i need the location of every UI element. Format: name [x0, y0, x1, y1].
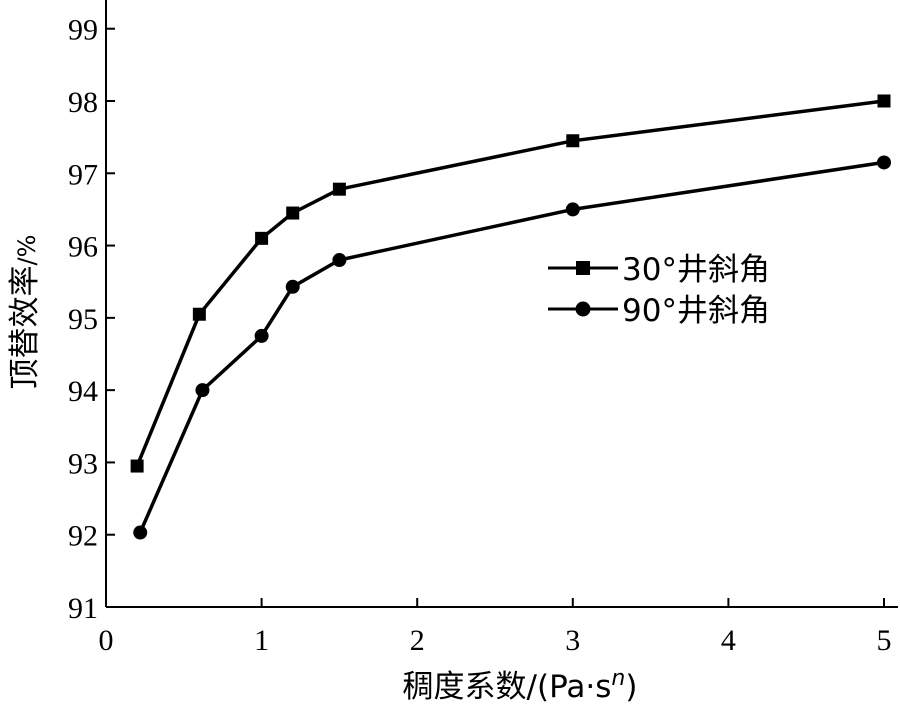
- x-ticks: 0 1 2 3 4 5: [99, 598, 892, 657]
- data-point-circle: [195, 383, 210, 398]
- series-1: [133, 155, 891, 540]
- series-line: [138, 160, 885, 534]
- axes: [105, 0, 898, 608]
- legend-circle-marker: [575, 301, 591, 317]
- x-tick-label: 1: [254, 624, 269, 657]
- data-point-circle: [254, 328, 269, 343]
- data-point-square: [255, 231, 269, 245]
- x-tick-label: 5: [877, 624, 892, 657]
- data-point-square: [130, 459, 144, 473]
- y-tick-label: 93: [68, 447, 98, 480]
- data-point-square: [877, 94, 891, 108]
- y-tick-label: 96: [68, 231, 98, 264]
- data-point-square: [332, 182, 346, 196]
- legend-square-marker: [576, 261, 590, 275]
- legend-item-30: 30°井斜角: [548, 252, 770, 288]
- data-point-circle: [877, 155, 891, 170]
- data-point-circle: [332, 253, 347, 268]
- series-0: [130, 94, 891, 473]
- y-tick-label: 92: [68, 520, 98, 553]
- series-layer: [130, 94, 891, 540]
- y-ticks: 91 92 93 94 95 96 97 98 99: [68, 14, 115, 625]
- y-tick-label: 95: [68, 303, 98, 336]
- x-tick-label: 0: [99, 624, 114, 657]
- data-point-square: [192, 307, 206, 321]
- data-point-circle: [133, 525, 148, 540]
- y-tick-label: 91: [68, 592, 98, 625]
- data-point-square: [286, 206, 300, 220]
- x-tick-label: 3: [565, 624, 580, 657]
- series-line: [135, 99, 885, 467]
- data-point-square: [566, 134, 580, 148]
- y-tick-label: 99: [68, 14, 98, 47]
- legend-label-90: 90°井斜角: [622, 293, 770, 329]
- legend: 30°井斜角 90°井斜角: [548, 252, 770, 329]
- y-axis-title: 顶替效率/%: [7, 235, 43, 390]
- legend-label-30: 30°井斜角: [622, 252, 770, 288]
- legend-item-90: 90°井斜角: [548, 293, 770, 329]
- data-point-circle: [565, 202, 580, 217]
- x-tick-label: 2: [410, 624, 425, 657]
- y-tick-label: 98: [68, 86, 98, 119]
- x-axis-title: 稠度系数/(Pa·sn): [403, 666, 638, 705]
- x-tick-label: 4: [721, 624, 736, 657]
- y-tick-label: 97: [68, 158, 98, 191]
- data-point-circle: [285, 279, 300, 294]
- y-tick-label: 94: [68, 375, 98, 408]
